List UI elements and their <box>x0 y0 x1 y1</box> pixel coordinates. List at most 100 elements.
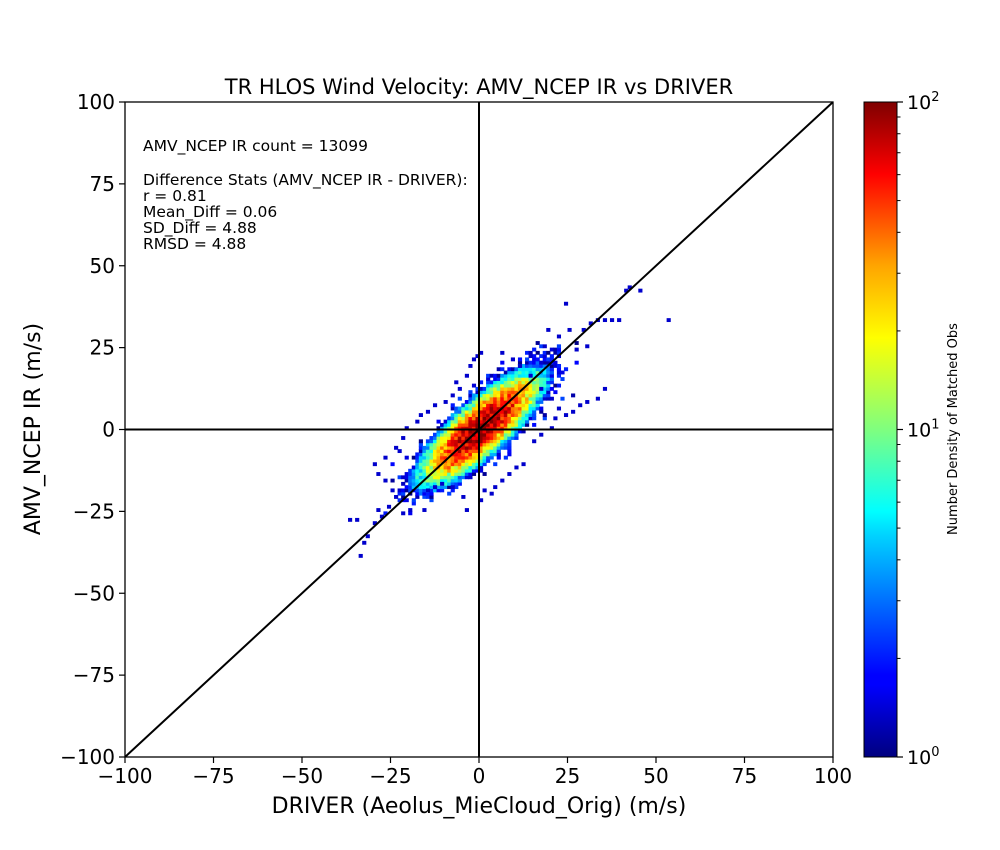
density-cell <box>489 373 494 378</box>
outlier-cell <box>376 508 381 512</box>
density-cell <box>489 380 494 385</box>
density-cell <box>418 468 423 473</box>
outlier-cell <box>539 386 544 391</box>
density-cell <box>418 478 423 483</box>
density-cell <box>450 475 455 480</box>
density-cell <box>454 426 459 431</box>
density-cell <box>500 439 505 444</box>
density-cell <box>489 413 494 417</box>
density-cell <box>461 455 466 460</box>
density-cell <box>493 462 498 467</box>
density-cell <box>457 442 462 447</box>
y-axis: −100 −75 −50 −25 0 25 50 75 100 <box>60 90 125 769</box>
colorbar-gradient <box>863 101 898 758</box>
density-cell <box>486 377 491 381</box>
density-cell <box>447 465 452 470</box>
density-cell <box>532 373 537 378</box>
density-cell <box>468 442 473 447</box>
x-tick-label: −75 <box>192 764 234 788</box>
density-cell <box>500 442 505 447</box>
density-cell <box>450 422 455 427</box>
outlier-cell <box>401 436 406 440</box>
density-cell <box>546 380 551 385</box>
density-cell <box>432 436 438 440</box>
density-cell <box>447 422 452 427</box>
density-cell <box>457 409 462 414</box>
outlier-cell <box>425 409 431 414</box>
density-cell <box>411 481 416 486</box>
x-tick-label: 75 <box>732 764 757 788</box>
density-cell <box>493 403 498 408</box>
outlier-cell <box>532 439 537 444</box>
density-cell <box>436 481 441 486</box>
outlier-cell <box>450 393 455 398</box>
density-cell <box>468 472 473 476</box>
density-cell <box>539 367 544 372</box>
density-cell <box>418 488 423 493</box>
density-cell <box>553 364 558 368</box>
density-cell <box>486 383 491 388</box>
density-cell <box>461 475 466 480</box>
density-cell <box>425 472 431 476</box>
density-cell <box>496 442 501 447</box>
density-cell <box>457 468 462 473</box>
outlier-cell <box>432 485 438 490</box>
density-cell <box>464 419 469 424</box>
density-cell <box>418 449 423 454</box>
density-cell <box>415 478 420 483</box>
density-cell <box>464 429 469 434</box>
density-cell <box>436 426 441 431</box>
density-cell <box>549 347 554 352</box>
density-cell <box>457 426 462 431</box>
density-cell <box>503 390 508 395</box>
density-cell <box>468 422 473 427</box>
density-cell <box>539 396 544 401</box>
density-cell <box>479 465 484 470</box>
density-cell <box>493 393 498 398</box>
density-cell <box>510 426 515 431</box>
density-cell <box>503 413 508 417</box>
outlier-cell <box>404 426 409 431</box>
colorbar-label: Number Density of Matched Obs <box>946 323 961 535</box>
density-cell <box>475 468 480 473</box>
outlier-cell <box>666 318 671 323</box>
density-cell <box>468 452 473 457</box>
outlier-cell <box>542 344 547 349</box>
density-cell <box>411 468 416 473</box>
density-cell <box>468 462 473 467</box>
density-cell <box>496 445 501 450</box>
density-cell <box>563 367 569 372</box>
density-cell <box>503 445 508 450</box>
density-cell <box>429 455 434 460</box>
x-axis-label: DRIVER (Aeolus_MieCloud_Orig) (m/s) <box>272 794 687 819</box>
outlier-cell <box>440 481 445 486</box>
density-cell <box>404 485 409 490</box>
density-cell <box>454 445 459 450</box>
density-cell <box>429 452 434 457</box>
density-cell <box>539 344 544 349</box>
density-cell <box>532 370 537 375</box>
outlier-cell <box>539 432 544 437</box>
stats-annotation: AMV_NCEP IR count = 13099 Difference Sta… <box>143 137 468 253</box>
density-cell <box>496 455 501 460</box>
outlier-cell <box>595 396 600 401</box>
x-tick-label: 0 <box>473 764 486 788</box>
density-cell <box>447 419 452 424</box>
outlier-cell <box>422 508 427 512</box>
density-cell <box>517 429 523 434</box>
outlier-cell <box>379 514 385 519</box>
density-cell <box>443 445 448 450</box>
outlier-cell <box>479 498 484 503</box>
density-cell <box>510 416 515 421</box>
density-cell <box>496 380 501 385</box>
density-cell <box>461 406 466 411</box>
density-cell <box>454 422 459 427</box>
density-cell <box>454 468 459 473</box>
density-cell <box>507 422 512 427</box>
density-cell <box>535 367 540 372</box>
density-cell <box>493 377 498 381</box>
density-cell <box>443 485 448 490</box>
density-cell <box>475 455 480 460</box>
density-cell <box>457 478 462 483</box>
density-cell <box>443 472 448 476</box>
